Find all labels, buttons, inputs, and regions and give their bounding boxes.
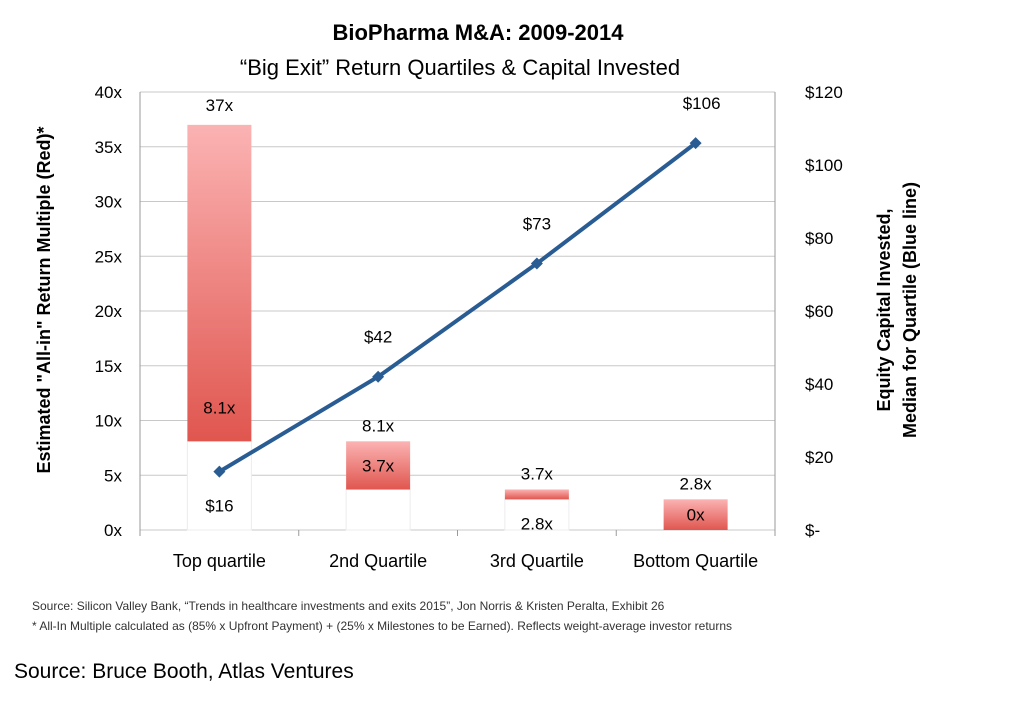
- line-marker: [689, 137, 702, 150]
- bar-high-label: 2.8x: [680, 474, 713, 493]
- range-bar: [663, 499, 728, 530]
- base-segment: [345, 488, 411, 531]
- category-label: 3rd Quartile: [490, 551, 584, 571]
- left-tick-label: 15x: [95, 357, 123, 376]
- bar-high-label: 3.7x: [521, 464, 554, 483]
- chart-title: BioPharma M&A: 2009-2014: [332, 20, 624, 45]
- left-tick-label: 25x: [95, 247, 123, 266]
- right-tick-label: $40: [805, 375, 833, 394]
- left-tick-label: 10x: [95, 412, 123, 431]
- range-bar: [346, 441, 411, 490]
- line-marker: [372, 370, 385, 383]
- line-value-label: $42: [364, 328, 392, 347]
- left-tick-label: 0x: [104, 521, 122, 540]
- bar-low-label: 8.1x: [203, 398, 236, 417]
- right-tick-label: $100: [805, 156, 843, 175]
- category-axis: Top quartile 2nd Quartile 3rd Quartile Bott…: [173, 551, 758, 571]
- right-tick-label: $120: [805, 83, 843, 102]
- right-tick-label: $80: [805, 229, 833, 248]
- bar-high-label: 37x: [206, 96, 234, 115]
- range-bars: [186, 124, 728, 531]
- base-segment: [186, 440, 252, 531]
- line-marker: [213, 465, 226, 478]
- left-tick-label: 30x: [95, 193, 123, 212]
- line-value-label: $106: [683, 94, 721, 113]
- right-axis-title-line1: Equity Capital Invested,: [874, 208, 894, 411]
- chart-subtitle: “Big Exit” Return Quartiles & Capital In…: [240, 55, 680, 80]
- category-label: Bottom Quartile: [633, 551, 758, 571]
- source-credit: Source: Bruce Booth, Atlas Ventures: [14, 660, 354, 683]
- left-tick-label: 35x: [95, 138, 123, 157]
- footnote-multiple: * All-In Multiple calculated as (85% x U…: [32, 619, 732, 633]
- line-marker: [530, 257, 543, 270]
- left-tick-label: 5x: [104, 466, 122, 485]
- left-tick-label: 40x: [95, 83, 123, 102]
- line-path: [218, 141, 697, 474]
- range-bar: [504, 489, 569, 500]
- category-label: Top quartile: [173, 551, 266, 571]
- right-axis-ticks: $- $20 $40 $60 $80 $100 $120: [805, 83, 843, 540]
- right-tick-label: $60: [805, 302, 833, 321]
- bar-low-label: 3.7x: [362, 456, 395, 475]
- left-axis-title: Estimated "All-in" Return Multiple (Red)…: [34, 126, 54, 473]
- footnote-source: Source: Silicon Valley Bank, “Trends in …: [32, 599, 665, 613]
- right-tick-label: $-: [805, 521, 820, 540]
- range-bar: [187, 124, 252, 442]
- line-value-label: $73: [523, 215, 551, 234]
- left-tick-label: 20x: [95, 302, 123, 321]
- line-value-label: $16: [205, 497, 233, 516]
- data-labels: 37x 8.1x 8.1x 3.7x 3.7x 2.8x 2.8x 0x $16 $42 $73 $1…: [203, 94, 720, 533]
- bar-low-label: 2.8x: [521, 514, 554, 533]
- right-tick-label: $20: [805, 448, 833, 467]
- line-series: [213, 137, 702, 478]
- bar-low-label: 0x: [687, 506, 705, 525]
- right-axis-title-line2: Median for Quartile (Blue line): [900, 182, 920, 438]
- category-label: 2nd Quartile: [329, 551, 427, 571]
- left-axis-ticks: 0x 5x 10x 15x 20x 25x 30x 35x 40x: [95, 83, 123, 540]
- bar-high-label: 8.1x: [362, 416, 395, 435]
